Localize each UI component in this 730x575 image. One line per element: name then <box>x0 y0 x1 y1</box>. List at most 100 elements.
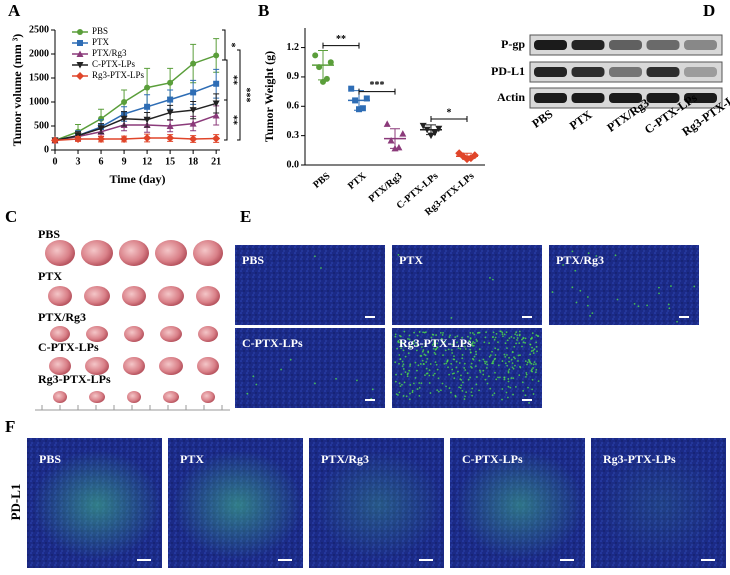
green-signal <box>416 369 418 372</box>
green-signal <box>463 367 466 369</box>
green-signal <box>499 330 502 333</box>
green-signal <box>501 331 504 334</box>
green-signal <box>421 359 424 362</box>
green-signal <box>464 348 467 350</box>
blot-band <box>646 40 680 50</box>
green-signal <box>399 335 402 338</box>
green-signal <box>667 303 670 306</box>
green-signal <box>429 363 432 365</box>
green-signal <box>450 317 453 319</box>
green-signal <box>476 340 478 342</box>
legend-label: Rg3-PTX-LPs <box>92 70 145 80</box>
green-signal <box>437 390 440 393</box>
green-signal <box>462 342 465 345</box>
tumor <box>89 391 105 403</box>
green-signal <box>416 388 419 390</box>
green-signal <box>407 352 410 355</box>
green-signal <box>510 377 513 379</box>
green-signal <box>404 371 407 374</box>
tumor <box>45 240 75 266</box>
green-signal <box>529 343 532 346</box>
y-tick-label: 1000 <box>29 96 49 107</box>
green-signal <box>433 339 436 341</box>
green-signal <box>482 358 485 361</box>
green-signal <box>530 369 533 372</box>
green-signal <box>531 346 533 349</box>
group <box>455 149 479 164</box>
green-signal <box>571 250 574 253</box>
green-signal <box>508 337 511 340</box>
green-signal <box>394 361 397 364</box>
green-signal <box>510 336 513 338</box>
marker <box>423 126 431 134</box>
green-signal <box>537 380 540 383</box>
green-signal <box>518 330 521 333</box>
tumor <box>123 357 145 375</box>
green-signal <box>475 350 477 353</box>
x-tick-label: PBS <box>311 170 332 190</box>
green-signal <box>483 360 486 363</box>
green-signal <box>502 335 504 338</box>
fluorescence-image <box>235 245 385 325</box>
legend-label: C-PTX-LPs <box>92 59 136 69</box>
green-signal <box>441 334 444 336</box>
green-signal <box>506 347 508 350</box>
green-signal <box>411 389 414 392</box>
series-line <box>54 114 217 142</box>
green-signal <box>489 276 491 279</box>
marker <box>383 120 391 127</box>
legend-label: PBS <box>92 26 108 36</box>
green-signal <box>402 368 405 370</box>
green-signal <box>394 335 397 338</box>
green-signal <box>400 347 403 350</box>
green-signal <box>422 349 425 351</box>
green-signal <box>488 355 491 358</box>
green-signal <box>525 375 527 378</box>
green-signal <box>506 354 508 356</box>
green-signal <box>514 364 516 367</box>
green-signal <box>589 314 591 317</box>
green-signal <box>516 334 519 337</box>
y-tick-label: 0.6 <box>287 101 300 112</box>
tumor <box>119 240 149 266</box>
green-signal <box>521 381 524 384</box>
marker <box>190 60 197 67</box>
green-signal <box>518 334 521 337</box>
green-signal <box>433 341 436 344</box>
green-signal <box>450 349 453 351</box>
marker <box>144 103 151 110</box>
marker <box>320 78 326 85</box>
green-signal <box>471 342 474 345</box>
blot-row-label: Actin <box>497 90 525 104</box>
green-signal <box>371 388 374 391</box>
significance-label: ** <box>336 34 346 45</box>
green-signal <box>395 373 397 376</box>
green-signal <box>466 372 469 375</box>
tumor <box>201 391 215 403</box>
tumor <box>85 357 109 375</box>
green-signal <box>402 363 405 366</box>
green-signal <box>469 348 472 351</box>
green-signal <box>497 376 499 379</box>
green-signal <box>463 362 466 365</box>
green-signal <box>448 373 451 376</box>
tumor <box>127 391 141 403</box>
legend-label: PTX <box>92 37 110 47</box>
series-line <box>54 102 217 142</box>
green-signal <box>469 376 471 379</box>
y-tick-label: 2000 <box>29 48 49 59</box>
green-signal <box>461 354 464 356</box>
green-signal <box>398 391 401 394</box>
green-signal <box>409 345 412 348</box>
green-signal <box>435 334 438 336</box>
significance-bracket <box>224 99 228 141</box>
green-signal <box>479 371 482 373</box>
green-signal <box>491 362 494 365</box>
marker <box>213 80 220 87</box>
green-signal <box>471 387 474 390</box>
green-signal <box>420 382 423 385</box>
green-signal <box>495 378 498 381</box>
green-signal <box>420 346 423 348</box>
green-signal <box>463 398 466 400</box>
blot-band <box>684 40 717 50</box>
